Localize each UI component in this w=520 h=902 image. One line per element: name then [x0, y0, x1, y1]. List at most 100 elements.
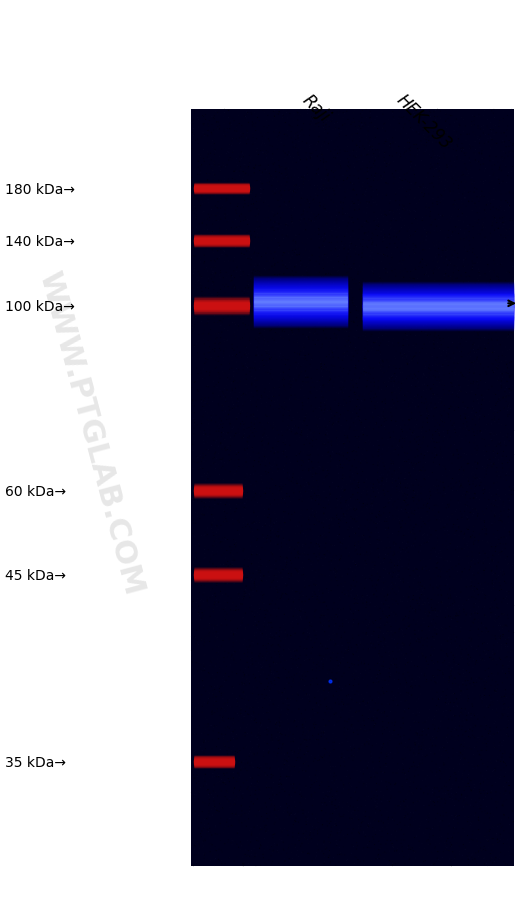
Point: [428, 739, 437, 753]
Point: [287, 381, 295, 395]
Point: [193, 456, 201, 471]
Point: [402, 335, 410, 349]
Point: [223, 299, 231, 313]
Point: [365, 147, 373, 161]
Point: [212, 805, 220, 820]
Point: [448, 676, 457, 691]
Point: [363, 201, 371, 216]
Point: [308, 146, 317, 161]
Point: [401, 495, 410, 510]
Point: [240, 442, 249, 456]
Point: [488, 357, 496, 372]
Point: [400, 141, 408, 155]
Point: [261, 766, 269, 780]
Point: [379, 727, 387, 741]
Point: [231, 694, 239, 708]
Point: [219, 490, 228, 504]
Point: [334, 494, 342, 509]
Point: [381, 205, 389, 219]
Point: [425, 124, 433, 138]
Point: [227, 118, 236, 133]
Point: [473, 471, 481, 485]
Point: [264, 824, 272, 838]
Point: [428, 682, 436, 696]
Point: [249, 589, 257, 603]
Point: [352, 705, 360, 720]
Point: [236, 404, 244, 419]
Point: [499, 753, 508, 768]
Point: [407, 502, 415, 516]
Point: [421, 257, 429, 272]
Point: [453, 152, 461, 167]
Point: [323, 781, 332, 796]
Point: [458, 370, 466, 384]
Point: [259, 569, 268, 584]
Point: [239, 592, 248, 606]
Point: [282, 846, 291, 861]
Point: [226, 480, 235, 494]
Point: [486, 600, 495, 614]
Point: [501, 488, 510, 502]
Point: [267, 530, 275, 545]
Point: [258, 430, 267, 445]
Point: [467, 531, 476, 546]
Point: [433, 405, 441, 419]
Point: [392, 587, 400, 602]
Point: [252, 670, 260, 685]
Point: [450, 202, 459, 216]
Point: [497, 769, 505, 784]
Point: [229, 833, 238, 848]
Point: [404, 364, 412, 379]
Point: [410, 591, 418, 605]
Point: [231, 162, 240, 177]
Point: [430, 106, 438, 120]
Point: [404, 314, 412, 328]
Point: [369, 482, 378, 496]
Point: [500, 808, 508, 823]
Point: [203, 406, 212, 420]
Point: [217, 811, 225, 825]
Point: [402, 776, 411, 790]
Point: [347, 315, 356, 329]
Point: [298, 375, 307, 390]
Point: [365, 196, 373, 210]
Point: [371, 582, 380, 596]
Point: [206, 286, 215, 300]
Point: [320, 202, 328, 216]
Point: [422, 425, 430, 439]
Point: [215, 561, 224, 575]
Point: [409, 244, 418, 258]
Point: [492, 216, 501, 231]
Point: [322, 599, 331, 613]
Point: [306, 722, 314, 736]
Point: [243, 656, 251, 670]
Point: [419, 639, 427, 653]
Point: [234, 713, 242, 728]
Point: [366, 703, 374, 717]
Point: [440, 619, 448, 633]
Point: [316, 352, 324, 366]
Point: [480, 730, 488, 744]
Point: [211, 254, 219, 269]
Point: [261, 620, 269, 634]
Point: [226, 184, 235, 198]
Point: [306, 732, 314, 747]
Point: [395, 515, 404, 529]
Point: [352, 563, 360, 577]
Point: [482, 345, 490, 359]
Point: [282, 519, 290, 533]
Point: [433, 529, 441, 543]
Point: [364, 644, 372, 658]
Point: [296, 382, 305, 397]
Point: [414, 669, 422, 684]
Point: [200, 543, 209, 557]
Point: [352, 444, 360, 458]
Point: [264, 637, 272, 651]
Point: [359, 805, 368, 820]
Point: [243, 466, 251, 481]
Point: [217, 193, 225, 207]
Point: [334, 639, 342, 653]
Point: [324, 137, 333, 152]
Point: [301, 732, 309, 747]
Point: [454, 451, 462, 465]
